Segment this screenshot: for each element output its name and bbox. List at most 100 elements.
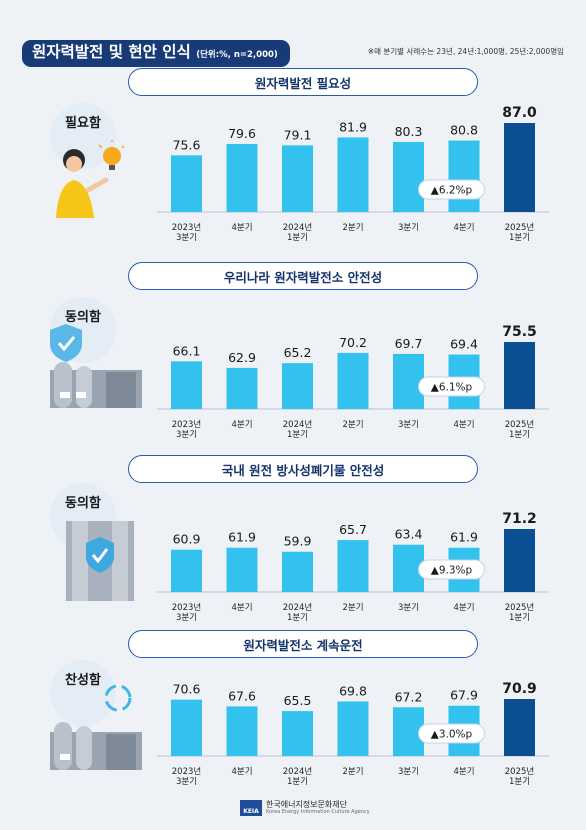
change-pill <box>418 723 485 744</box>
panel-necessity: 원자력발전 필요성 필요함 75.6 2023년 3분기 79.6 4분기 79.1 202… <box>20 68 566 248</box>
bar <box>282 551 313 592</box>
bar <box>226 547 258 592</box>
category-label: 4분기 <box>453 420 474 430</box>
category-label: 4분기 <box>231 223 252 233</box>
chart-continued-operation: 70.62023년3분기67.64분기65.52024년1분기69.82분기67… <box>157 681 549 787</box>
value-label: 69.7 <box>395 336 423 351</box>
badge-circle: 찬성함 <box>50 660 116 726</box>
category-label: 1분기 <box>287 430 308 440</box>
change-label: ▲3.0%p <box>431 729 473 741</box>
bar <box>282 363 313 409</box>
bar <box>226 706 258 756</box>
chart-plant-safety: 66.12023년3분기62.94분기65.22024년1분기70.22분기69… <box>157 324 549 440</box>
category-label: 2024년 <box>283 419 312 430</box>
category-label: 2분기 <box>342 420 363 430</box>
badge-label: 찬성함 <box>65 673 101 688</box>
value-label: 87.0 <box>502 105 537 121</box>
category-label: 3분기 <box>398 603 419 613</box>
bar <box>171 155 202 212</box>
value-label: 67.6 <box>228 688 256 703</box>
panel-waste-safety: 국내 원전 방사성폐기물 안전성 동의함 60.9 2023년 3분기 61.9 4분기… <box>20 455 566 625</box>
bar <box>226 143 258 212</box>
category-label: 2023년 <box>172 419 201 430</box>
category-label: 3분기 <box>176 430 197 440</box>
value-label: 80.8 <box>450 123 478 138</box>
panel-title: 우리나라 원자력발전소 안전성 <box>128 262 478 290</box>
category-label: 3분기 <box>398 420 419 430</box>
org-logo: KEIA 한국에너지정보문화재단 Korea Energy Informatio… <box>240 800 370 816</box>
category-label: 3분기 <box>398 767 419 777</box>
value-label: 65.7 <box>339 522 367 537</box>
category-label: 3분기 <box>398 223 419 233</box>
category-label: 4분기 <box>453 223 474 233</box>
bar <box>337 701 369 756</box>
value-label: 80.3 <box>395 124 423 139</box>
chart-necessity: 75.62023년3분기79.64분기79.12024년1분기81.92분기80… <box>157 105 549 243</box>
value-label: 70.9 <box>502 681 537 697</box>
bar <box>448 140 480 212</box>
page-title: 원자력발전 및 현안 인식 (단위:%, n=2,000) <box>22 40 290 67</box>
value-label: 65.5 <box>284 693 312 708</box>
category-label: 2025년 <box>505 602 534 613</box>
value-label: 60.9 <box>173 532 201 547</box>
change-label: ▲9.3%p <box>431 565 473 577</box>
bar <box>337 352 369 409</box>
category-label: 2023년 <box>172 602 201 613</box>
bar <box>393 141 424 212</box>
category-label: 1분기 <box>509 430 530 440</box>
category-label: 1분기 <box>287 777 308 787</box>
power-plant-cycle-icon <box>50 684 142 770</box>
category-label: 3분기 <box>176 233 197 243</box>
bar <box>504 699 535 756</box>
category-label: 2025년 <box>505 419 534 430</box>
category-label: 1분기 <box>287 613 308 623</box>
value-label: 70.6 <box>173 682 201 697</box>
category-label: 2024년 <box>283 766 312 777</box>
value-label: 59.9 <box>284 534 312 549</box>
category-label: 4분기 <box>453 603 474 613</box>
bar <box>171 699 202 756</box>
category-label: 2분기 <box>342 223 363 233</box>
badge-label: 동의함 <box>65 496 101 511</box>
value-label: 79.1 <box>284 127 312 142</box>
bar <box>504 123 535 212</box>
bar <box>226 367 258 409</box>
value-label: 75.5 <box>502 324 537 340</box>
category-label: 3분기 <box>176 777 197 787</box>
value-label: 75.6 <box>173 137 201 152</box>
category-label: 4분기 <box>453 767 474 777</box>
category-label: 2024년 <box>283 602 312 613</box>
value-label: 62.9 <box>228 350 256 365</box>
category-label: 2025년 <box>505 766 534 777</box>
bar <box>282 711 313 756</box>
category-label: 2024년 <box>283 222 312 233</box>
change-pill <box>418 376 485 397</box>
value-label: 70.2 <box>339 335 367 350</box>
value-label: 67.9 <box>450 688 478 703</box>
value-label: 81.9 <box>339 119 367 134</box>
panel-continued-operation: 원자력발전소 계속운전 찬성함 70.6 2023년 3분기 67.6 4분기 65.5 2… <box>20 630 566 800</box>
category-label: 2분기 <box>342 603 363 613</box>
bar <box>393 353 424 409</box>
bar <box>337 540 369 592</box>
panel-plant-safety: 우리나라 원자력발전소 안전성 동의함 66.1 2023년 3분기 62.9 4분기 6… <box>20 262 566 442</box>
value-label: 66.1 <box>173 343 201 358</box>
power-plant-shield-icon <box>50 324 142 408</box>
person-lightbulb-icon <box>56 140 124 218</box>
value-label: 71.2 <box>502 511 537 527</box>
category-label: 2분기 <box>342 767 363 777</box>
category-label: 4분기 <box>231 767 252 777</box>
waste-storage-shield-icon <box>66 521 134 601</box>
category-label: 2023년 <box>172 766 201 777</box>
badge-label: 동의함 <box>65 310 101 325</box>
bar <box>171 361 202 409</box>
value-label: 69.4 <box>450 337 478 352</box>
change-label: ▲6.1%p <box>431 382 473 394</box>
value-label: 67.2 <box>395 689 423 704</box>
value-label: 65.2 <box>284 345 312 360</box>
value-label: 61.9 <box>450 530 478 545</box>
bar <box>282 145 313 212</box>
value-label: 69.8 <box>339 683 367 698</box>
category-label: 1분기 <box>509 777 530 787</box>
bar <box>337 137 369 212</box>
